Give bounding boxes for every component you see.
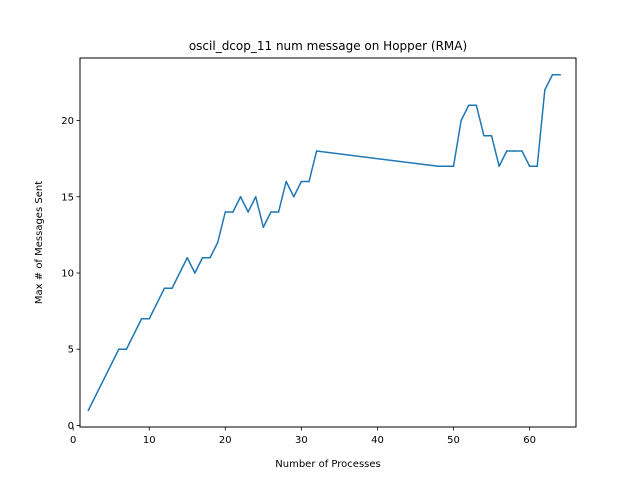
y-axis: 0 5 10 15 20 [61, 116, 80, 432]
data-point [232, 211, 234, 213]
data-point [118, 348, 120, 350]
x-tick-label: 40 [371, 435, 384, 446]
y-tick-label: 15 [61, 192, 74, 203]
data-point [194, 272, 196, 274]
data-point [475, 104, 478, 107]
data-point [87, 409, 90, 411]
y-tick-label: 5 [68, 345, 74, 356]
data-point [498, 165, 500, 168]
data-point [277, 211, 280, 213]
data-point [528, 165, 531, 168]
data-point [513, 150, 516, 152]
data-point [559, 74, 561, 76]
data-point [201, 257, 204, 259]
data-point [209, 257, 211, 259]
y-axis-label: Max # of Messages Sent [34, 181, 45, 304]
data-point [224, 211, 227, 213]
data-point [262, 226, 265, 228]
data-point [216, 241, 219, 244]
data-point [300, 180, 303, 183]
x-tick-label: 50 [447, 435, 460, 446]
chart-title: oscil_dcop_11 num message on Hopper (RMA… [189, 39, 467, 53]
data-point [452, 165, 455, 168]
data-point [186, 257, 189, 259]
data-point [490, 135, 493, 137]
data-point [125, 348, 128, 350]
data-point [148, 317, 150, 320]
data-point [315, 150, 318, 152]
x-tick-label: 0 [70, 435, 76, 446]
data-point [171, 287, 173, 289]
data-point [285, 180, 287, 183]
plot-area [87, 74, 561, 412]
x-axis-label: Number of Processes [275, 459, 380, 470]
data-point [293, 196, 295, 198]
y-tick-label: 10 [61, 268, 74, 279]
data-point [239, 196, 242, 198]
y-tick-label: 0 [68, 421, 74, 432]
data-point [254, 196, 257, 198]
data-point [140, 317, 143, 320]
data-point [460, 119, 462, 122]
x-tick-label: 20 [219, 435, 232, 446]
data-point [437, 165, 440, 168]
data-point [544, 89, 546, 91]
x-axis: 0 10 20 30 40 50 60 [70, 427, 536, 446]
x-tick-label: 10 [143, 435, 156, 446]
y-tick-label: 20 [61, 116, 74, 127]
data-point [467, 104, 470, 107]
data-point [536, 165, 538, 168]
data-point [506, 150, 508, 152]
data-point [521, 150, 523, 152]
data-point [483, 135, 485, 137]
data-point [308, 180, 310, 183]
data-point [163, 287, 166, 289]
x-tick-label: 30 [295, 435, 308, 446]
axes-frame [79, 57, 577, 428]
data-point [551, 74, 554, 76]
data-point [270, 211, 272, 213]
data-point [247, 211, 249, 213]
x-tick-label: 60 [523, 435, 536, 446]
